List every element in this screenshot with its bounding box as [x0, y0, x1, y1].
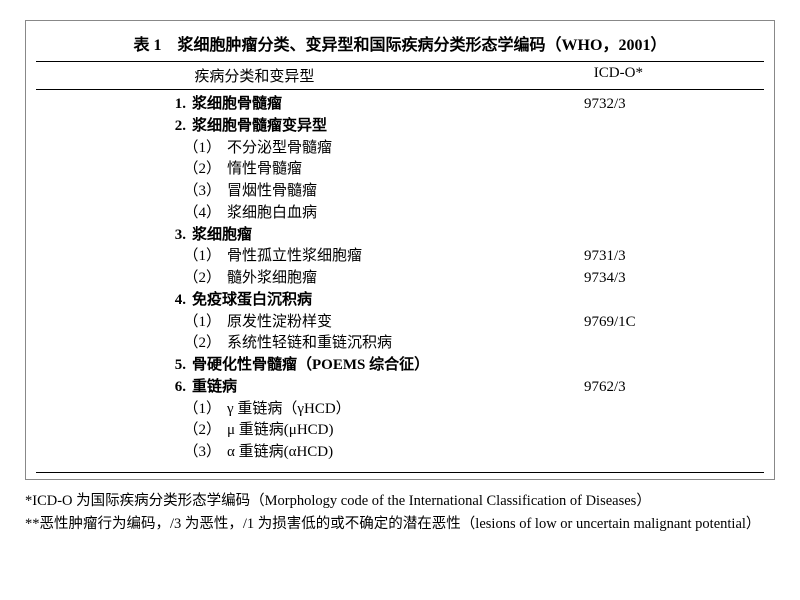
row-label: 浆细胞骨髓瘤: [192, 94, 554, 116]
row-code: [554, 203, 764, 225]
row-number: （3）: [36, 442, 227, 464]
row-code: [554, 290, 764, 312]
row-code: 9734/3: [554, 268, 764, 290]
row-number: （4）: [36, 203, 227, 225]
row-label: 冒烟性骨髓瘤: [227, 181, 554, 203]
row-code: [554, 355, 764, 377]
table-row: （1）不分泌型骨髓瘤: [36, 138, 764, 160]
row-code: 9769/1C: [554, 312, 764, 334]
row-label: 髓外浆细胞瘤: [227, 268, 554, 290]
row-code: 9731/3: [554, 246, 764, 268]
table-row: 3.浆细胞瘤: [36, 225, 764, 247]
table-row: （1）γ 重链病（γHCD）: [36, 399, 764, 421]
row-number: （2）: [36, 420, 227, 442]
row-number: （3）: [36, 181, 227, 203]
row-label: 原发性淀粉样变: [227, 312, 554, 334]
table-row: （2）髓外浆细胞瘤9734/3: [36, 268, 764, 290]
row-code: 9762/3: [554, 377, 764, 399]
row-number: （1）: [36, 138, 227, 160]
row-code: [554, 225, 764, 247]
table-row: （2）μ 重链病(μHCD): [36, 420, 764, 442]
table-row: 1.浆细胞骨髓瘤9732/3: [36, 94, 764, 116]
table-row: （1）骨性孤立性浆细胞瘤9731/3: [36, 246, 764, 268]
row-label: 免疫球蛋白沉积病: [192, 290, 554, 312]
row-number: 4.: [36, 290, 192, 312]
table-row: （1）原发性淀粉样变9769/1C: [36, 312, 764, 334]
row-code: [554, 116, 764, 138]
row-number: （1）: [36, 246, 227, 268]
row-label: 惰性骨髓瘤: [227, 159, 554, 181]
row-label: 重链病: [192, 377, 554, 399]
slide: 表 1 浆细胞肿瘤分类、变异型和国际疾病分类形态学编码（WHO，2001） 疾病…: [0, 0, 800, 600]
row-number: （2）: [36, 268, 227, 290]
row-number: （1）: [36, 399, 227, 421]
row-code: [554, 181, 764, 203]
row-label: 浆细胞骨髓瘤变异型: [192, 116, 554, 138]
table-row: （4）浆细胞白血病: [36, 203, 764, 225]
table-title: 表 1 浆细胞肿瘤分类、变异型和国际疾病分类形态学编码（WHO，2001）: [36, 31, 764, 55]
row-code: [554, 159, 764, 181]
table-row: 4.免疫球蛋白沉积病: [36, 290, 764, 312]
row-code: [554, 333, 764, 355]
footnotes: *ICD-O 为国际疾病分类形态学编码（Morphology code of t…: [25, 490, 775, 536]
table-header: 疾病分类和变异型 ICD-O*: [36, 61, 764, 90]
row-code: [554, 420, 764, 442]
row-label: γ 重链病（γHCD）: [227, 399, 554, 421]
table-bottom-rule: [36, 472, 764, 473]
row-code: 9732/3: [554, 94, 764, 116]
table-row: （2）系统性轻链和重链沉积病: [36, 333, 764, 355]
row-code: [554, 399, 764, 421]
header-classification: 疾病分类和变异型: [36, 65, 473, 86]
row-number: 1.: [36, 94, 192, 116]
row-label: 浆细胞瘤: [192, 225, 554, 247]
row-code: [554, 442, 764, 464]
row-label: μ 重链病(μHCD): [227, 420, 554, 442]
row-label: α 重链病(αHCD): [227, 442, 554, 464]
table-row: 6.重链病9762/3: [36, 377, 764, 399]
row-number: （2）: [36, 159, 227, 181]
header-icdo: ICD-O*: [473, 65, 764, 86]
row-number: 3.: [36, 225, 192, 247]
table-row: （3）α 重链病(αHCD): [36, 442, 764, 464]
table-row: （3）冒烟性骨髓瘤: [36, 181, 764, 203]
row-label: 骨性孤立性浆细胞瘤: [227, 246, 554, 268]
footnote-line: **恶性肿瘤行为编码，/3 为恶性，/1 为损害低的或不确定的潜在恶性（lesi…: [25, 513, 775, 536]
row-label: 不分泌型骨髓瘤: [227, 138, 554, 160]
row-number: 6.: [36, 377, 192, 399]
row-label: 系统性轻链和重链沉积病: [227, 333, 554, 355]
footnote-line: *ICD-O 为国际疾病分类形态学编码（Morphology code of t…: [25, 490, 775, 513]
table-body: 1.浆细胞骨髓瘤9732/32.浆细胞骨髓瘤变异型（1）不分泌型骨髓瘤（2）惰性…: [36, 90, 764, 468]
table-container: 表 1 浆细胞肿瘤分类、变异型和国际疾病分类形态学编码（WHO，2001） 疾病…: [25, 20, 775, 480]
row-code: [554, 138, 764, 160]
table-row: 2.浆细胞骨髓瘤变异型: [36, 116, 764, 138]
row-number: （1）: [36, 312, 227, 334]
row-number: 5.: [36, 355, 192, 377]
row-number: （2）: [36, 333, 227, 355]
row-number: 2.: [36, 116, 192, 138]
table-row: 5.骨硬化性骨髓瘤（POEMS 综合征）: [36, 355, 764, 377]
row-label: 骨硬化性骨髓瘤（POEMS 综合征）: [192, 355, 554, 377]
row-label: 浆细胞白血病: [227, 203, 554, 225]
table-row: （2）惰性骨髓瘤: [36, 159, 764, 181]
